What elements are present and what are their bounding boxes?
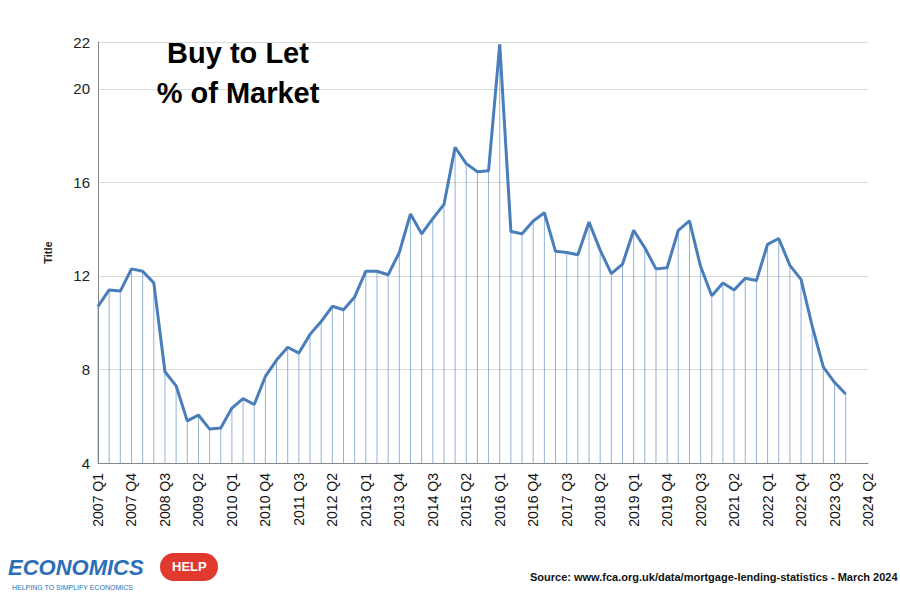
svg-text:2011 Q3: 2011 Q3: [291, 473, 307, 526]
svg-text:2017 Q3: 2017 Q3: [559, 473, 575, 527]
svg-text:2008 Q3: 2008 Q3: [157, 473, 173, 527]
svg-text:2015 Q2: 2015 Q2: [458, 473, 474, 527]
svg-text:2016 Q1: 2016 Q1: [492, 473, 508, 527]
svg-text:HELPING TO SIMPLIFY ECONOMICS: HELPING TO SIMPLIFY ECONOMICS: [12, 584, 133, 591]
svg-text:2020 Q3: 2020 Q3: [693, 473, 709, 527]
svg-text:2016 Q4: 2016 Q4: [525, 473, 541, 527]
svg-text:2019 Q1: 2019 Q1: [626, 473, 642, 527]
svg-text:2007 Q1: 2007 Q1: [90, 473, 106, 527]
svg-text:16: 16: [73, 174, 90, 191]
svg-text:2007 Q4: 2007 Q4: [123, 473, 139, 527]
svg-text:2009 Q2: 2009 Q2: [190, 473, 206, 527]
svg-text:8: 8: [82, 361, 90, 378]
svg-text:2023 Q3: 2023 Q3: [827, 473, 843, 527]
svg-text:2021 Q2: 2021 Q2: [726, 473, 742, 527]
svg-text:2022 Q4: 2022 Q4: [793, 473, 809, 527]
svg-text:12: 12: [73, 267, 90, 284]
svg-text:HELP: HELP: [172, 559, 207, 574]
svg-text:Title: Title: [42, 241, 54, 263]
svg-text:22: 22: [73, 34, 90, 51]
svg-text:2018 Q2: 2018 Q2: [592, 473, 608, 527]
svg-text:2019 Q4: 2019 Q4: [659, 473, 675, 527]
svg-text:2012 Q2: 2012 Q2: [324, 473, 340, 527]
svg-text:Buy to Let: Buy to Let: [167, 37, 309, 69]
svg-text:20: 20: [73, 80, 90, 97]
svg-text:Source: www.fca.org.uk/data/mo: Source: www.fca.org.uk/data/mortgage-len…: [530, 571, 898, 583]
svg-text:2010 Q4: 2010 Q4: [257, 473, 273, 527]
svg-text:2014 Q3: 2014 Q3: [425, 473, 441, 527]
svg-text:% of Market: % of Market: [157, 77, 320, 109]
svg-text:2022 Q1: 2022 Q1: [760, 473, 776, 527]
svg-text:2013 Q1: 2013 Q1: [358, 473, 374, 527]
svg-text:4: 4: [82, 455, 90, 472]
svg-text:2013 Q4: 2013 Q4: [391, 473, 407, 527]
svg-text:2024 Q2: 2024 Q2: [860, 473, 876, 527]
svg-text:2010 Q1: 2010 Q1: [224, 473, 240, 527]
svg-text:ECONOMICS: ECONOMICS: [8, 555, 144, 580]
